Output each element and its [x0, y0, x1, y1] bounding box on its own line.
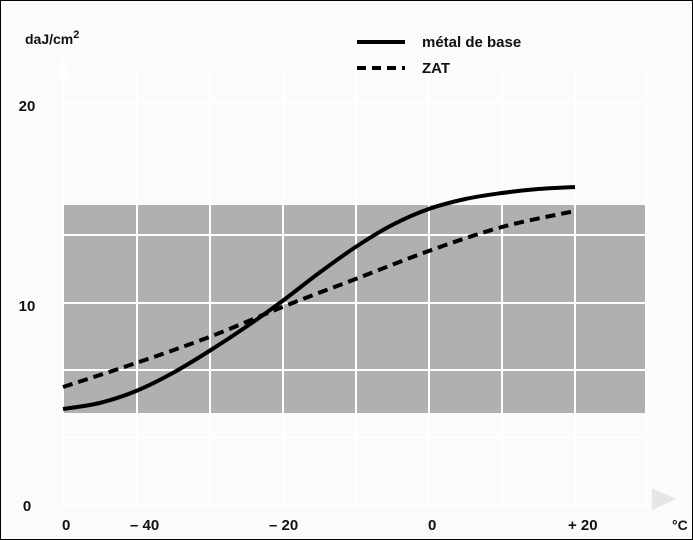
x-tick-label: – 40 [130, 517, 159, 534]
y-tick-label: 20 [19, 98, 36, 115]
axis-layer [56, 58, 676, 510]
x-axis-unit-label: °C [672, 517, 688, 533]
y-axis-unit-superscript: 2 [73, 29, 79, 41]
legend-label-zat: ZAT [422, 60, 450, 77]
grid-layer [62, 70, 647, 508]
x-tick-label: 0 [62, 517, 70, 534]
legend-label-metal-de-base: métal de base [422, 34, 521, 51]
tick-label-layer: 0 – 40 – 20 0 + 20 20 10 0 [19, 98, 598, 534]
x-tick-label: – 20 [269, 517, 298, 534]
y-tick-label: 10 [19, 298, 36, 315]
y-tick-label: 0 [23, 498, 31, 515]
series-layer [62, 185, 576, 411]
x-tick-label: + 20 [568, 517, 598, 534]
y-axis-unit-label: daJ/cm2 [25, 29, 79, 47]
x-tick-label: 0 [428, 517, 436, 534]
shaded-range-band [63, 205, 646, 413]
legend: métal de base ZAT [357, 34, 521, 77]
shaded-band-layer [63, 205, 646, 413]
x-axis-arrowhead [652, 488, 676, 510]
series-line-metal-de-base [62, 185, 576, 411]
series-line-zat [62, 209, 576, 389]
y-axis-arrowhead [56, 58, 70, 78]
